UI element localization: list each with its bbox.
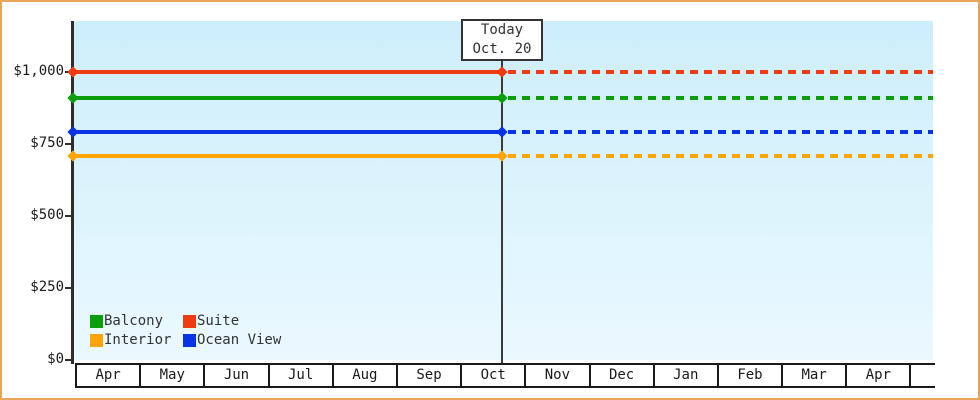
month-cell-empty: [911, 365, 935, 386]
y-tick-label: $500: [30, 207, 64, 223]
legend-item-suite: Suite: [183, 314, 281, 329]
month-axis: Apr May Jun Jul Aug Sep Oct Nov Dec Jan Feb Mar Apr: [75, 363, 935, 388]
series-line-dashed-interior: [508, 153, 933, 158]
legend-swatch-balcony: [90, 315, 103, 328]
today-title: Today: [480, 22, 524, 38]
legend-item-interior: Interior: [90, 333, 183, 348]
y-tick-mark: [65, 215, 72, 217]
y-tick-mark: [65, 359, 72, 361]
y-tick-label: $250: [30, 279, 64, 295]
series-line-solid-interior: [74, 153, 502, 158]
legend-swatch-suite: [183, 315, 196, 328]
legend: Balcony Suite Interior Ocean View: [90, 314, 281, 348]
today-vertical-line: [501, 60, 503, 363]
month-cell-dec: Dec: [591, 365, 655, 386]
month-cell-aug: Aug: [334, 365, 398, 386]
legend-label: Balcony: [104, 313, 164, 329]
legend-label: Interior: [104, 332, 172, 348]
month-cell-oct: Oct: [462, 365, 527, 386]
legend-item-balcony: Balcony: [90, 314, 183, 329]
month-cell-apr: Apr: [847, 365, 912, 386]
legend-swatch-interior: [90, 334, 103, 347]
y-tick-mark: [65, 287, 72, 289]
series-line-solid-suite: [74, 70, 502, 74]
legend-swatch-ocean-view: [183, 334, 196, 347]
series-line-dashed-balcony: [508, 95, 933, 100]
month-cell-apr: Apr: [77, 365, 142, 386]
y-axis-line: [71, 21, 74, 364]
today-annotation-box: Today Oct. 20: [461, 19, 543, 61]
month-cell-feb: Feb: [719, 365, 784, 386]
legend-label: Ocean View: [197, 332, 282, 348]
month-cell-may: May: [141, 365, 206, 386]
series-line-solid-balcony: [74, 95, 502, 100]
y-tick-label: $750: [30, 135, 64, 151]
month-cell-jul: Jul: [270, 365, 334, 386]
legend-label: Suite: [197, 313, 240, 329]
month-cell-jan: Jan: [655, 365, 719, 386]
y-tick-label: $0: [47, 351, 64, 367]
y-tick-mark: [65, 143, 72, 145]
series-line-dashed-suite: [508, 70, 933, 74]
y-tick-label: $1,000: [13, 63, 64, 79]
month-cell-jun: Jun: [205, 365, 270, 386]
series-line-solid-ocean-view: [74, 130, 502, 135]
today-date: Oct. 20: [472, 41, 532, 57]
series-line-dashed-ocean-view: [508, 130, 933, 135]
month-cell-mar: Mar: [783, 365, 848, 386]
plot-area: [74, 21, 933, 360]
month-cell-nov: Nov: [526, 365, 591, 386]
month-cell-sep: Sep: [398, 365, 463, 386]
legend-item-ocean-view: Ocean View: [183, 333, 281, 348]
